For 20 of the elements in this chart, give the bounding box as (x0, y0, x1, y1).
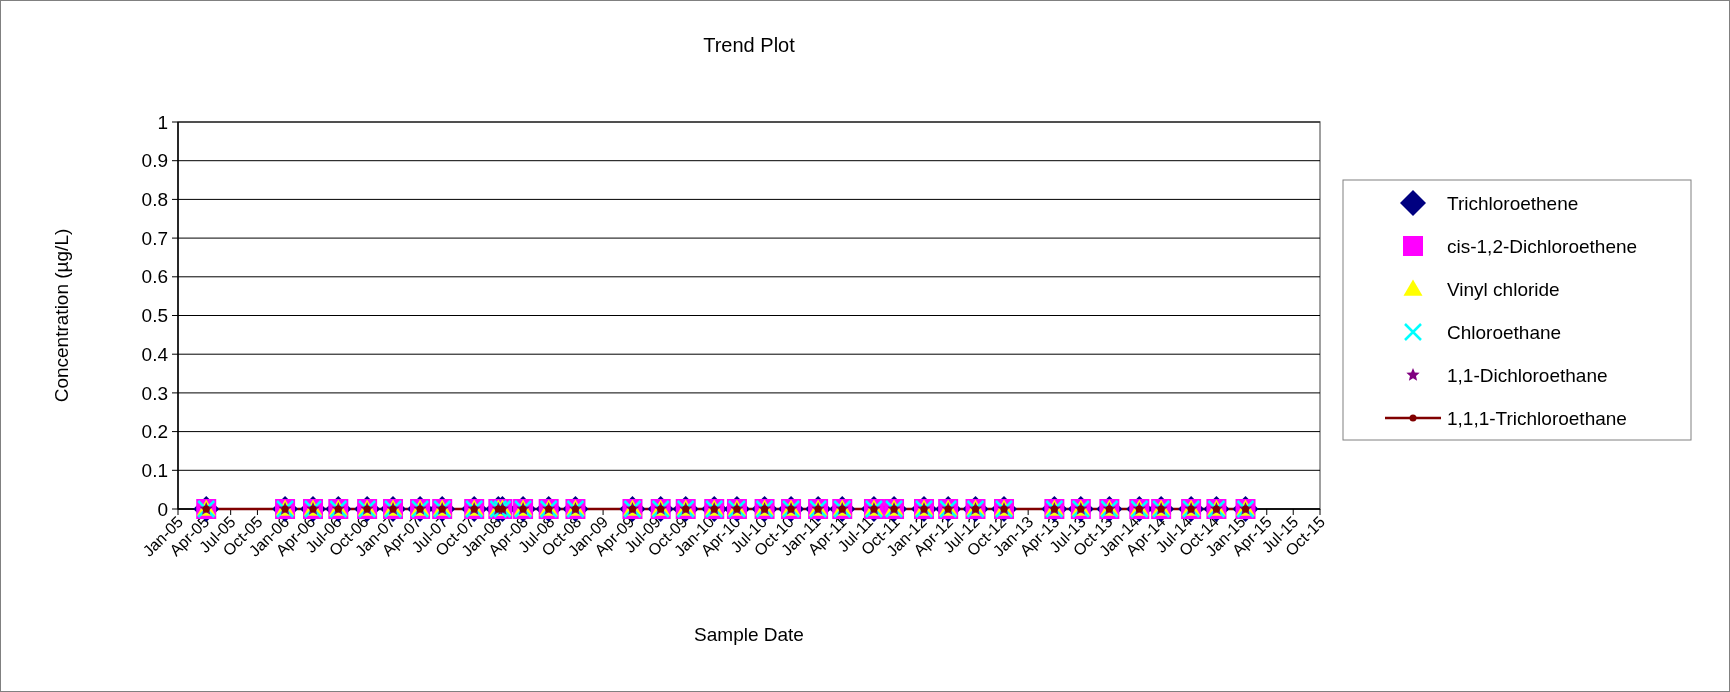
chart-title: Trend Plot (703, 34, 796, 56)
y-tick-label: 0.4 (141, 343, 169, 365)
y-tick-label: 1 (157, 111, 168, 133)
y-axis-title: Concentration (µg/L) (51, 228, 72, 403)
legend-label: cis-1,2-Dichloroethene (1447, 235, 1638, 257)
x-axis-title: Sample Date (694, 624, 804, 645)
y-tick-label: 0.1 (141, 459, 168, 481)
y-tick-label: 0.2 (141, 421, 168, 443)
y-tick-label: 0.7 (141, 227, 168, 249)
y-tick-label: 0.3 (141, 382, 168, 404)
y-tick-label: 0.5 (141, 305, 168, 327)
y-tick-label: 0.9 (141, 150, 168, 172)
y-tick-label: 0.6 (141, 266, 168, 288)
legend-label: Chloroethane (1447, 321, 1562, 343)
y-tick-label: 0.8 (141, 189, 168, 211)
legend-label: Trichloroethene (1447, 192, 1579, 214)
legend-label: 1,1,1-Trichloroethane (1447, 407, 1627, 429)
legend-label: 1,1-Dichloroethane (1447, 364, 1608, 386)
y-tick-label: 0 (157, 498, 168, 520)
legend-label: Vinyl chloride (1447, 278, 1560, 300)
